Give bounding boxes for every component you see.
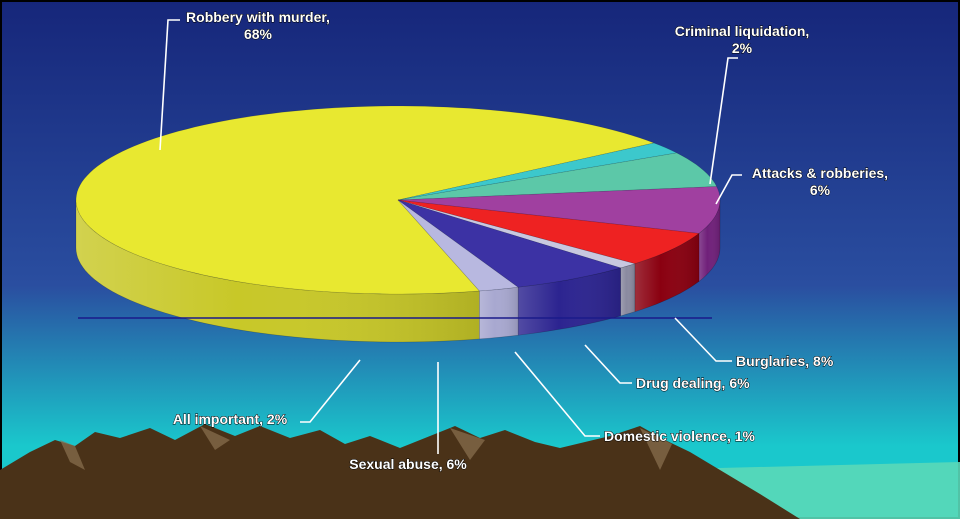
- pie-slice-2: [397, 152, 718, 201]
- pie-top-faces: [75, 105, 721, 295]
- slice-label-2-line-1: 6%: [810, 182, 831, 198]
- slice-label-7-line-0: All important, 2%: [173, 411, 288, 427]
- pie-side-shade-0: [76, 200, 480, 342]
- slice-label-5: Domestic violence, 1%: [604, 428, 756, 444]
- slice-label-7: All important, 2%: [173, 411, 288, 427]
- leader-line-5: [514, 351, 600, 437]
- slice-label-6: Sexual abuse, 6%: [349, 456, 467, 472]
- slice-label-3: Burglaries, 8%: [736, 353, 834, 369]
- pie-slice-5: [397, 199, 637, 269]
- slice-label-0-line-0: Robbery with murder,: [186, 9, 330, 25]
- pie-slice-6: [397, 199, 622, 288]
- leader-line-0: [159, 19, 180, 151]
- mountain-silhouette: [0, 424, 800, 519]
- slice-label-1-line-1: 2%: [732, 40, 753, 56]
- slice-label-6-line-0: Sexual abuse, 6%: [349, 456, 467, 472]
- leader-line-1: [709, 57, 738, 185]
- slice-label-0-line-1: 68%: [244, 26, 273, 42]
- slice-labels: Robbery with murder, 68% Criminal liquidat…: [172, 9, 888, 473]
- pie-slice-3: [397, 186, 721, 234]
- pie-slice-4: [397, 199, 700, 265]
- label-leader-lines: [159, 19, 742, 454]
- slice-label-4-line-0: Drug dealing, 6%: [636, 375, 750, 391]
- leader-line-2: [715, 174, 742, 205]
- pie-slice-7: [397, 199, 519, 292]
- slice-label-5-line-0: Domestic violence, 1%: [604, 428, 756, 444]
- mountain-range: [0, 424, 800, 519]
- pie-side-shade-7: [479, 287, 519, 339]
- leader-line-7: [300, 359, 361, 423]
- slice-label-2-line-0: Attacks & robberies,: [752, 165, 888, 181]
- slice-label-3-line-0: Burglaries, 8%: [736, 353, 834, 369]
- pie-slice-0: [75, 105, 655, 295]
- slice-label-1-line-0: Criminal liquidation,: [675, 23, 810, 39]
- pie-side-shade-4: [634, 233, 699, 312]
- slice-label-4: Drug dealing, 6%: [636, 375, 750, 391]
- slice-label-1: Criminal liquidation, 2%: [675, 23, 810, 56]
- slice-label-0: Robbery with murder, 68%: [186, 9, 330, 42]
- leader-line-3: [674, 317, 732, 362]
- pie-side-shade-3: [699, 200, 720, 282]
- slice-label-2: Attacks & robberies, 6%: [752, 165, 888, 198]
- pie-side-shade-5: [620, 263, 635, 316]
- leader-line-4: [584, 344, 632, 384]
- mountain-highlights: [60, 426, 672, 470]
